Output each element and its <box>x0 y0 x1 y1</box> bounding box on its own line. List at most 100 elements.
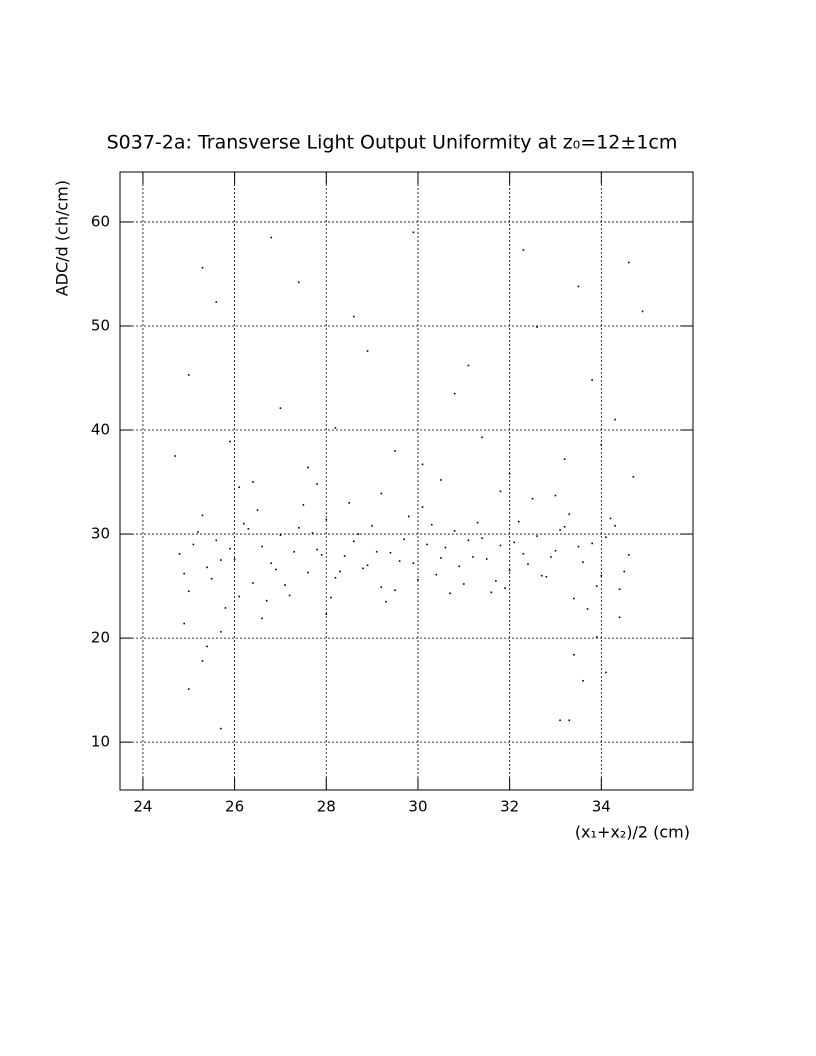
point <box>573 597 575 600</box>
point <box>210 577 213 580</box>
point <box>453 530 456 532</box>
point <box>449 592 451 595</box>
point <box>495 580 497 582</box>
point <box>527 563 529 566</box>
point <box>398 560 401 562</box>
point <box>293 550 295 553</box>
point <box>403 538 406 541</box>
point <box>197 531 199 533</box>
point <box>206 566 208 569</box>
point <box>582 679 584 682</box>
x-tick-label: 34 <box>592 798 611 816</box>
point <box>325 518 328 521</box>
point <box>256 509 259 511</box>
point <box>238 486 240 489</box>
point <box>394 589 396 592</box>
point <box>559 529 561 531</box>
point <box>430 523 433 526</box>
point <box>233 558 236 560</box>
x-tick-label: 28 <box>317 798 336 816</box>
point <box>242 522 245 525</box>
point <box>440 557 442 559</box>
point <box>641 310 644 313</box>
point <box>554 549 557 552</box>
point <box>275 568 277 571</box>
point <box>307 466 309 469</box>
point <box>440 479 442 481</box>
point <box>362 567 364 570</box>
point <box>453 392 456 395</box>
point <box>174 455 176 457</box>
x-tick-label: 32 <box>500 798 519 816</box>
point <box>380 492 383 495</box>
point <box>407 515 410 518</box>
plot-frame <box>119 171 694 791</box>
point <box>389 551 392 554</box>
point <box>220 631 222 633</box>
point <box>316 483 318 485</box>
point <box>458 565 461 568</box>
point <box>316 548 318 551</box>
point <box>481 436 483 439</box>
point <box>352 540 355 543</box>
point <box>334 576 337 579</box>
point <box>536 326 538 328</box>
point <box>220 559 222 561</box>
point <box>224 607 227 609</box>
point <box>573 653 575 656</box>
point <box>522 553 525 555</box>
point <box>467 539 470 542</box>
point <box>582 561 584 563</box>
point <box>490 591 493 594</box>
point <box>334 427 337 429</box>
point <box>265 599 268 602</box>
point <box>554 494 557 497</box>
point <box>605 536 607 538</box>
point <box>412 562 415 564</box>
point <box>348 502 350 504</box>
point <box>297 281 300 284</box>
point <box>178 553 181 555</box>
point <box>252 582 254 584</box>
point <box>476 521 479 524</box>
point <box>288 594 291 597</box>
point <box>426 543 428 546</box>
point <box>467 364 470 367</box>
point <box>357 533 360 535</box>
point <box>330 596 332 599</box>
point <box>311 532 314 534</box>
point <box>463 583 465 585</box>
point <box>339 570 341 573</box>
point <box>623 570 626 573</box>
point <box>417 579 419 581</box>
y-tick-label: 50 <box>91 316 110 334</box>
point <box>201 660 204 662</box>
point <box>201 514 204 517</box>
point <box>279 534 282 536</box>
x-axis-label: (x₁+x₂)/2 (cm) <box>575 823 690 842</box>
point <box>229 547 231 550</box>
point <box>540 574 543 577</box>
point <box>187 590 190 593</box>
point <box>499 490 502 493</box>
point <box>618 588 621 591</box>
point <box>609 517 612 520</box>
point <box>394 450 396 452</box>
point <box>284 584 286 586</box>
point <box>261 617 263 620</box>
point <box>366 350 369 352</box>
point <box>215 539 218 542</box>
y-tick-label: 40 <box>91 421 110 439</box>
point <box>279 407 282 409</box>
point <box>215 301 218 303</box>
y-tick-label: 10 <box>91 733 110 751</box>
point <box>325 613 328 615</box>
point <box>586 608 589 610</box>
point <box>568 719 571 722</box>
point <box>595 636 598 638</box>
point <box>559 719 561 722</box>
point <box>270 236 273 239</box>
point <box>302 504 305 506</box>
point <box>614 418 616 421</box>
